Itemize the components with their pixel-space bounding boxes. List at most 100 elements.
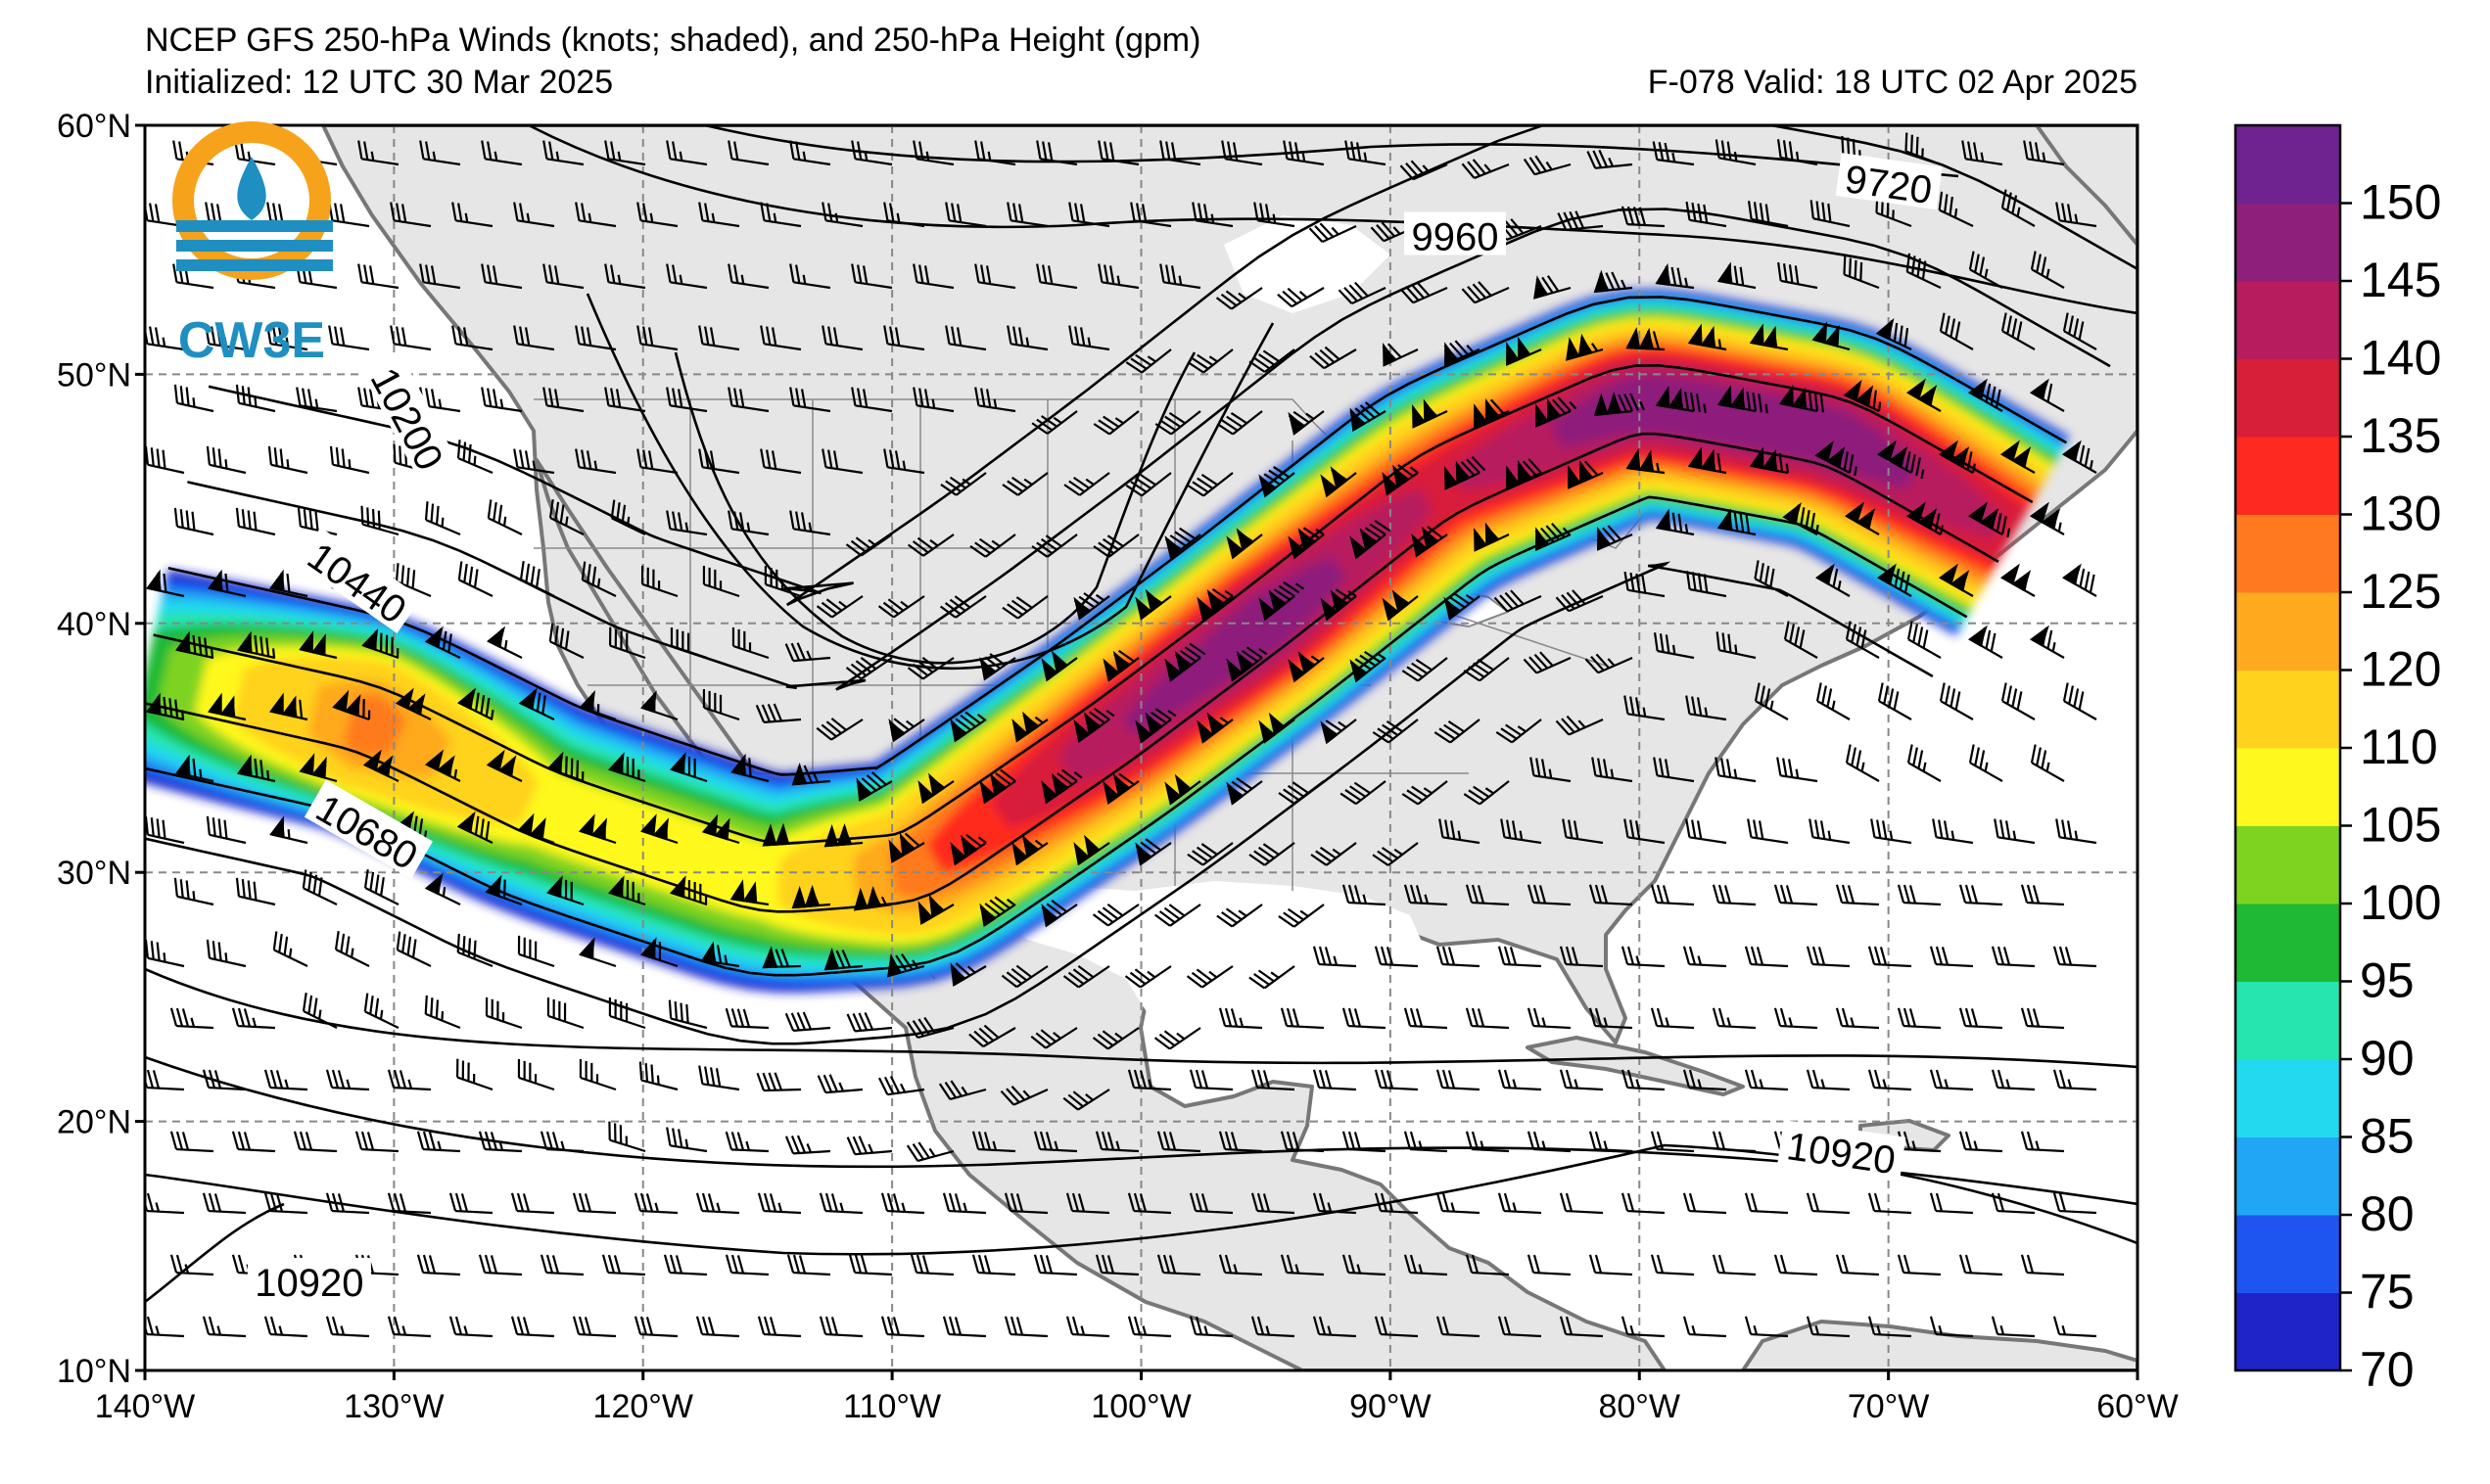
barb-full [1915,457,1921,477]
wind-barb [1497,1069,1542,1091]
barb-half [962,478,971,486]
barb-full [1571,947,1579,965]
barb-full [2078,321,2085,341]
barb-full [266,325,272,345]
barb-staff [331,1332,370,1338]
barb-half [526,212,531,223]
barb-full [2016,321,2023,341]
wind-barb [1103,649,1140,682]
wind-barb [1474,522,1510,552]
wind-barb [1093,410,1140,436]
barb-full [1225,907,1243,921]
barb-full [2002,947,2011,965]
wind-barb [731,627,770,660]
contour-label-background [361,352,458,483]
wind-barb [424,501,461,536]
barb-full [704,449,710,469]
barb-full [1889,565,1896,584]
wind-barb [729,879,770,906]
barb-full [687,880,691,900]
barb-full [1618,394,1628,413]
barb-staff [1256,1209,1295,1215]
barb-full [263,1316,272,1335]
barb-full [1944,194,1949,213]
wind-barb [636,202,679,228]
wind-barb [1187,842,1234,866]
barb-half [1665,1017,1670,1027]
barb-full [737,628,740,648]
barb-staff [1750,1209,1789,1215]
wind-barb [789,387,831,413]
barb-full [1664,142,1670,162]
barb-full [983,1024,1000,1039]
barb-full [510,1192,519,1212]
barb-full [559,627,565,647]
wind-barb [1435,946,1480,968]
barb-full [259,760,264,779]
barb-full [519,561,525,580]
barb-staff [887,466,925,475]
wind-barb [939,595,987,619]
barb-full [308,510,313,530]
barb-full [912,663,929,677]
wind-barb [910,1254,955,1276]
barb-half [284,1079,290,1090]
wind-barb [1527,884,1572,906]
barb-full [824,1316,833,1335]
barb-staff [147,463,185,475]
barb-full [1216,914,1233,928]
barb-pennant [1320,474,1339,498]
barb-full [945,325,951,345]
barb-full [1586,151,1597,169]
wind-barb [575,448,617,475]
wind-barb [1278,780,1325,805]
wind-barb [1412,398,1448,429]
barb-staff [1940,330,1974,350]
barb-pennant [1474,528,1488,552]
barb-half [1054,1140,1059,1151]
barb-staff [703,706,740,721]
wind-barb [1127,1069,1172,1091]
barb-full [1231,780,1248,794]
barb-half [1882,1079,1888,1089]
barb-full [1964,884,1973,904]
barb-full [1262,1070,1271,1089]
barb-full [672,388,678,407]
barb-half [1684,524,1689,533]
barb-full [1273,588,1291,601]
barb-full [1522,460,1537,477]
barb-full [632,758,634,777]
barb-pennant [1444,466,1459,490]
barb-staff [2001,207,2036,227]
barb-full [1411,785,1429,798]
barb-full [206,815,211,835]
barb-staff [1417,780,1448,806]
wind-barb [971,1131,1016,1153]
barb-full [1077,1193,1086,1212]
barb-staff [793,656,831,663]
barb-full [762,1072,772,1091]
barb-half [1393,848,1403,856]
barb-full [1991,1316,1999,1335]
barb-full [578,1316,587,1335]
barb-full [478,1131,487,1150]
barb-staff [922,657,955,680]
barb-full [709,450,716,470]
barb-staff [1627,588,1666,598]
barb-full [462,936,466,955]
wind-barb [328,325,370,351]
barb-full [1659,633,1665,653]
barb-staff [1503,1209,1542,1215]
wind-barb [1258,465,1295,498]
barb-full [1903,1131,1911,1150]
barb-full [396,326,401,346]
barb-full [576,760,580,779]
barb-staff [1657,774,1695,783]
barb-full [1258,353,1275,366]
barb-full [1565,1192,1574,1212]
barb-full [1092,913,1109,927]
barb-full [1354,658,1372,671]
barb-staff [916,158,955,166]
wind-barb [1527,1131,1572,1153]
barb-full [1253,850,1271,863]
